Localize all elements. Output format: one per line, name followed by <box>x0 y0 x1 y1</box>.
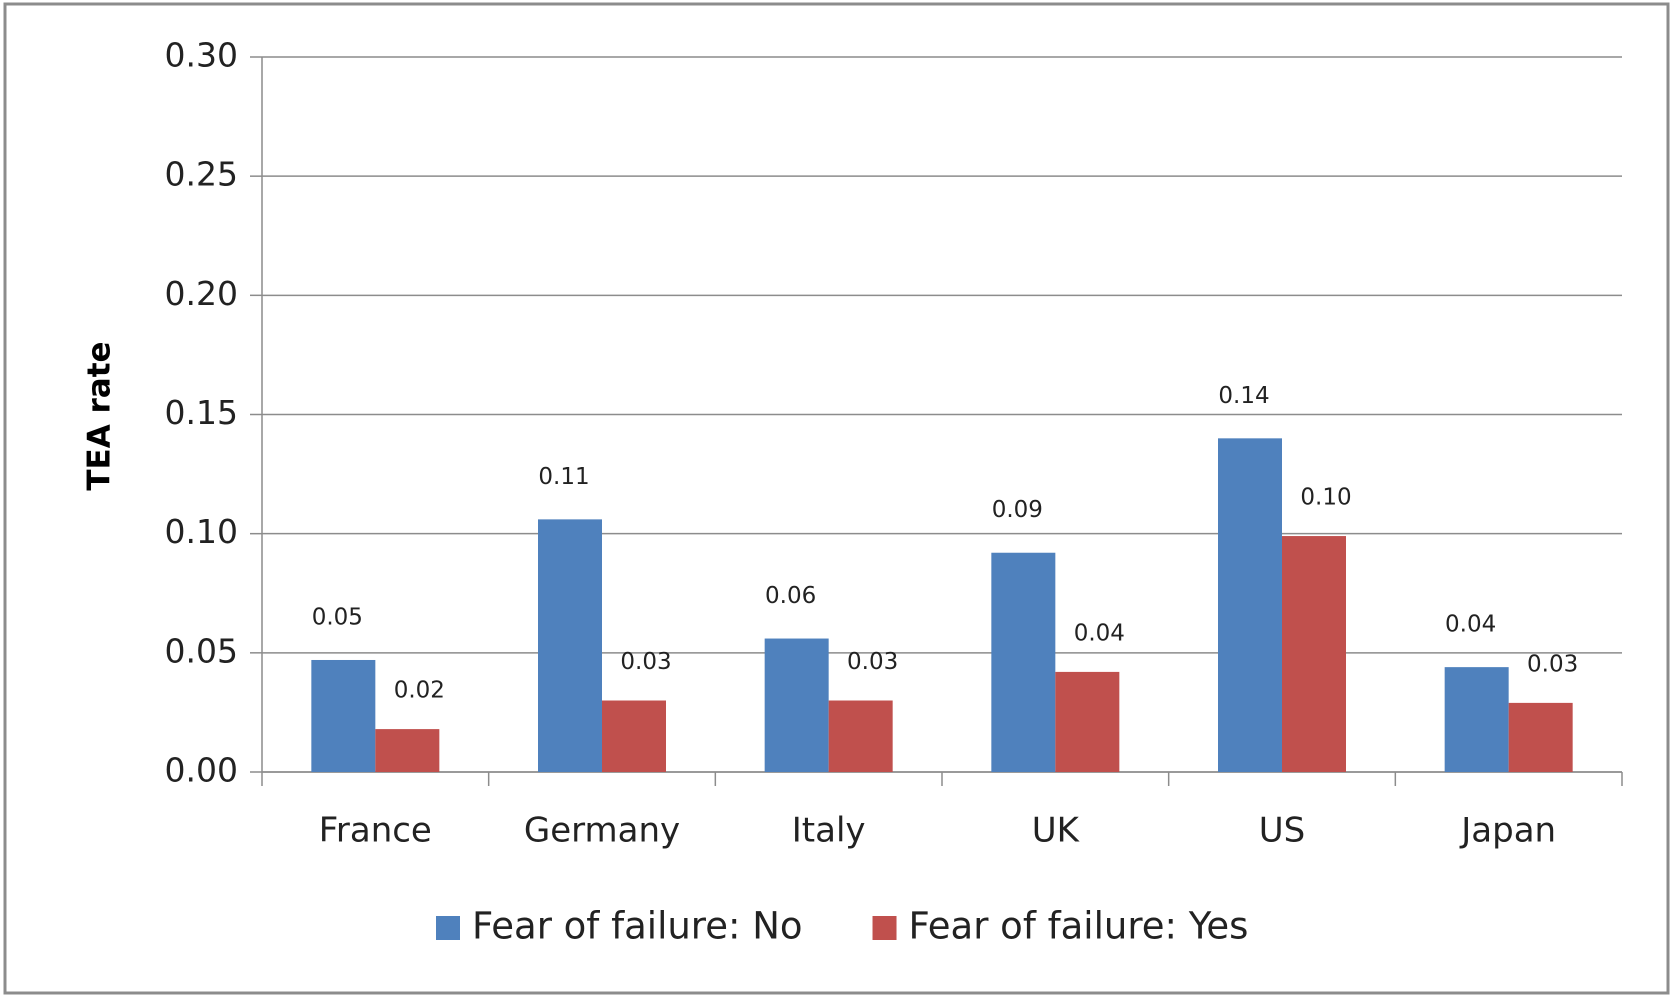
value-label: 0.11 <box>538 464 589 490</box>
x-tick-label: US <box>1259 811 1305 851</box>
bar <box>375 729 440 772</box>
y-tick-label: 0.30 <box>165 36 238 75</box>
x-tick-label: France <box>319 811 432 851</box>
bar <box>1508 702 1573 772</box>
y-tick-label: 0.20 <box>165 274 238 313</box>
value-label: 0.02 <box>394 678 445 704</box>
value-label: 0.03 <box>847 649 898 675</box>
bar <box>991 552 1056 772</box>
value-label: 0.03 <box>620 649 671 675</box>
bar <box>1444 667 1509 772</box>
bar <box>602 700 666 772</box>
legend-swatch <box>872 916 897 940</box>
value-label: 0.10 <box>1300 485 1351 511</box>
x-tick-label: Germany <box>524 811 680 851</box>
bar <box>1055 671 1120 772</box>
x-tick-label: UK <box>1032 811 1081 851</box>
y-tick-label: 0.25 <box>165 155 238 194</box>
bar <box>764 638 829 772</box>
value-label: 0.14 <box>1218 383 1269 409</box>
y-axis-title: TEA rate <box>82 341 118 490</box>
y-tick-label: 0.00 <box>165 751 238 790</box>
chart-frame <box>3 2 1670 995</box>
bar <box>1218 438 1282 772</box>
legend-label: Fear of failure: No <box>472 905 803 948</box>
bar <box>311 659 376 772</box>
bar <box>1282 536 1346 772</box>
value-label: 0.03 <box>1527 651 1578 677</box>
x-tick-label: Japan <box>1459 811 1556 851</box>
bar <box>538 519 602 772</box>
value-label: 0.04 <box>1074 620 1125 646</box>
legend-swatch <box>436 916 460 940</box>
legend-label: Fear of failure: Yes <box>909 905 1249 948</box>
x-tick-label: Italy <box>792 811 866 851</box>
value-label: 0.09 <box>992 497 1043 523</box>
value-label: 0.05 <box>312 604 363 630</box>
y-tick-label: 0.10 <box>165 512 238 551</box>
y-tick-label: 0.05 <box>165 631 238 670</box>
y-tick-label: 0.15 <box>165 393 238 432</box>
value-label: 0.04 <box>1445 612 1496 638</box>
bar <box>828 700 893 772</box>
value-label: 0.06 <box>765 583 816 609</box>
